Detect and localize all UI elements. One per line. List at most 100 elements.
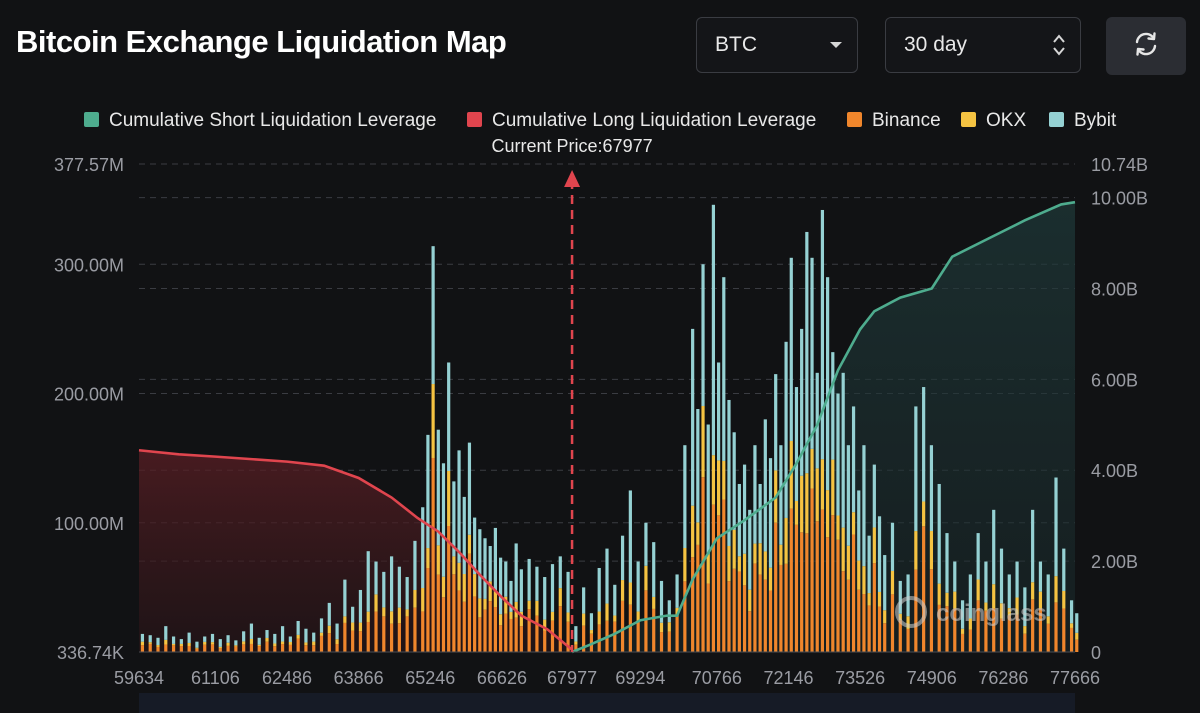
bar-binance [413,607,417,652]
bar-binance [727,581,731,652]
bar-bybit [717,362,721,461]
bar-okx [742,553,747,586]
bar-okx [815,468,819,522]
range-select[interactable]: 30 day [885,17,1081,73]
bar-okx [218,646,222,649]
bar-bybit [883,555,887,611]
bar-bybit [187,632,191,643]
bar-binance [457,590,461,652]
bar-okx [527,600,531,610]
bar-bybit [815,372,819,469]
bar-bybit [426,434,430,549]
bar-okx [226,642,230,646]
bar-binance [140,645,145,652]
bar-bybit [1046,574,1050,617]
bar-bybit [877,516,882,592]
bar-binance [1023,633,1027,652]
coin-select[interactable]: BTC [696,17,858,73]
bar-okx [358,622,363,632]
legend-label: Bybit [1074,110,1117,131]
bar-okx [280,641,285,645]
bar-binance [737,571,741,652]
bar-bybit [683,445,687,548]
current-price-arrow [564,170,581,187]
bar-bybit [976,533,980,580]
bar-binance [1062,608,1066,652]
bar-binance [659,632,664,652]
bar-bybit [1062,548,1066,591]
bar-binance [826,537,830,652]
bar-okx [727,545,731,582]
bar-okx [566,612,570,622]
bar-binance [960,633,965,652]
bar-bybit [742,464,747,554]
bar-bybit [999,548,1004,604]
bar-binance [1015,614,1019,652]
bar-okx [436,545,440,575]
bar-binance [620,600,625,652]
bar-bybit [558,556,562,589]
bar-binance [504,613,508,652]
bar-bybit [280,626,285,642]
bar-okx [389,611,394,624]
bar-bybit [831,352,835,460]
bar-bybit [727,399,731,546]
bar-bybit [493,527,497,592]
bar-okx [1023,626,1027,634]
bar-bybit [312,632,316,642]
bar-bybit [851,406,856,513]
bar-binance [877,606,882,652]
bar-okx [203,641,207,645]
bar-bybit [156,637,160,646]
bar-bybit [397,566,401,608]
bar-okx [620,580,625,601]
current-price-label: Current Price:67977 [492,136,653,156]
bar-bybit [937,483,941,584]
bar-binance [265,641,269,652]
bar-bybit [358,589,363,623]
x-axis-tick: 72146 [763,668,813,688]
bar-binance [257,646,261,652]
bar-binance [914,569,918,652]
bar-bybit [210,633,215,643]
bar-okx [148,642,152,644]
bar-okx [242,641,246,645]
bar-binance [800,532,804,652]
bar-okx [758,543,762,575]
bar-binance [335,644,339,652]
bar-okx [558,588,562,607]
bar-bybit [582,587,586,614]
bar-bybit [203,636,207,642]
bar-bybit [343,579,347,617]
x-axis-tick: 73526 [835,668,885,688]
bar-bybit [675,574,679,608]
bar-bybit [984,561,988,603]
bar-okx [820,459,825,510]
bar-binance [867,605,871,652]
bar-bybit [514,543,518,602]
bar-binance [234,646,238,652]
bar-okx [800,475,804,533]
bar-binance [319,635,324,652]
bar-binance [366,621,370,652]
bar-okx [906,616,910,629]
bar-okx [574,641,578,645]
x-axis-tick: 65246 [405,668,455,688]
bar-bybit [327,602,331,626]
bar-okx [1015,597,1019,615]
refresh-button[interactable] [1106,17,1186,75]
bar-bybit [841,372,845,528]
bar-bybit [794,387,799,501]
bar-bybit [1015,561,1019,598]
bar-binance [566,621,570,652]
bar-okx [426,548,430,569]
bar-okx [613,615,617,622]
bar-bybit [413,540,417,590]
bar-okx [582,613,586,626]
bar-binance [722,499,726,652]
bar-okx [164,639,168,645]
bar-binance [148,643,152,652]
bar-okx [652,596,656,609]
bar-binance [675,615,679,652]
bar-binance [836,539,840,652]
